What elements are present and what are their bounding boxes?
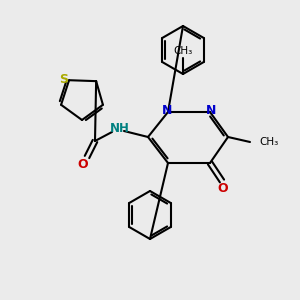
Text: N: N	[206, 104, 216, 118]
Text: N: N	[162, 104, 172, 118]
Text: CH₃: CH₃	[259, 137, 278, 147]
Text: CH₃: CH₃	[173, 46, 193, 56]
Text: O: O	[218, 182, 228, 194]
Text: S: S	[60, 73, 69, 86]
Text: O: O	[78, 158, 88, 170]
Text: NH: NH	[110, 122, 130, 136]
